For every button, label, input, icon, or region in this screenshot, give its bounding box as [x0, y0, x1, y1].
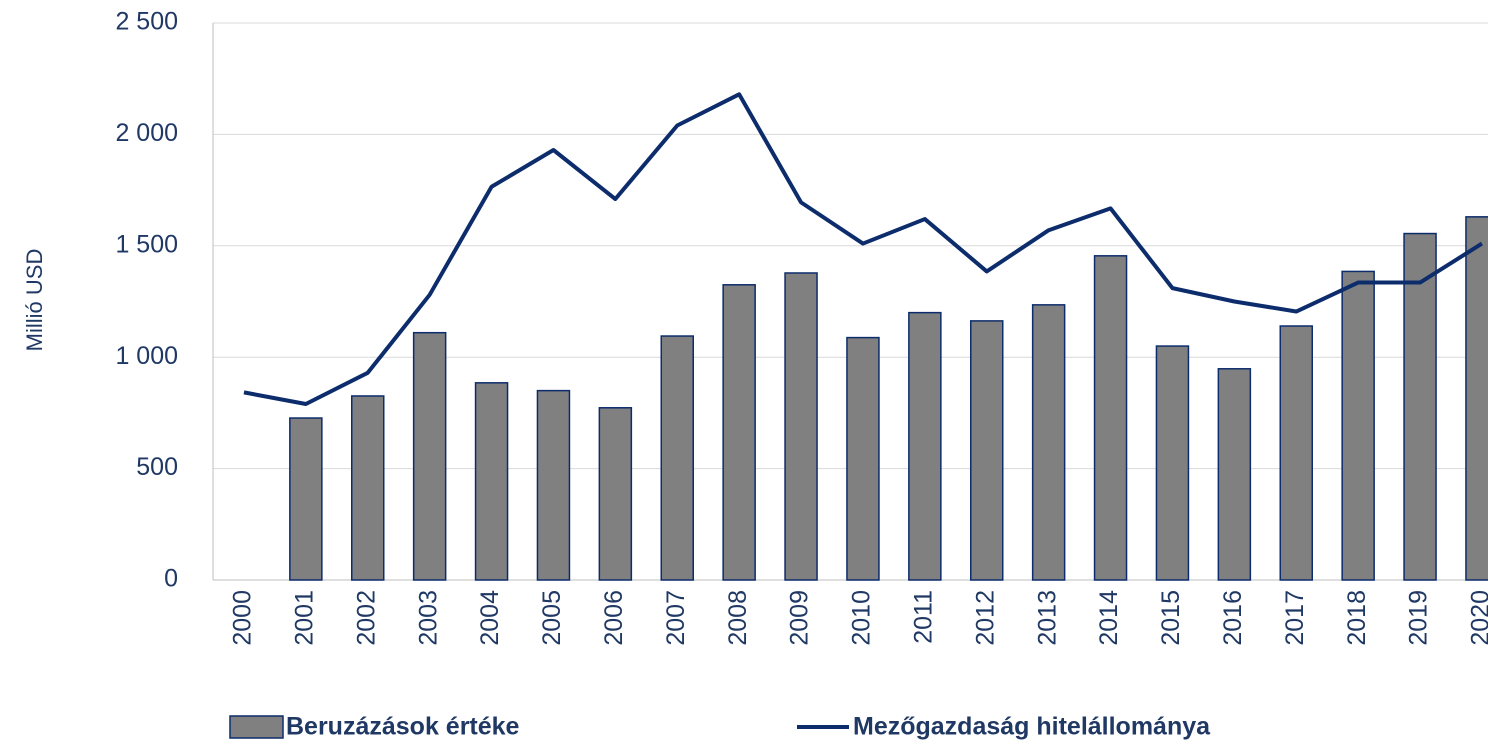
bar: [1217, 368, 1252, 581]
legend-label: Mezőgazdaság hitelállománya: [853, 713, 1211, 741]
x-tick-label: 2020: [1467, 590, 1488, 646]
bar: [1279, 325, 1313, 581]
bar: [970, 320, 1004, 581]
x-tick-label: 2017: [1281, 590, 1309, 646]
bar: [1341, 270, 1375, 581]
x-tick-label: 2015: [1157, 590, 1185, 646]
bar: [722, 284, 756, 581]
x-tick-label: 2006: [600, 590, 628, 646]
bar: [598, 407, 633, 581]
bar: [289, 417, 323, 581]
bar: [1093, 255, 1128, 581]
y-tick-label: 2 000: [115, 119, 178, 147]
x-tick-label: 2000: [229, 590, 257, 646]
x-tick-label: 2001: [290, 590, 318, 646]
x-tick-label: 2016: [1219, 590, 1247, 646]
bar: [1031, 304, 1066, 581]
bar: [474, 382, 509, 581]
bar: [412, 331, 447, 581]
x-tick-label: 2014: [1095, 590, 1123, 646]
x-tick-label: 2002: [352, 590, 380, 646]
x-tick-label: 2013: [1033, 590, 1061, 646]
y-axis-label: Millió USD: [22, 249, 47, 352]
x-tick-label: 2005: [538, 590, 566, 646]
y-tick-label: 1 500: [115, 230, 178, 258]
y-tick-label: 2 500: [115, 8, 178, 36]
bar: [1155, 345, 1190, 581]
legend-swatch: [229, 715, 284, 739]
x-tick-label: 2019: [1405, 590, 1433, 646]
bar: [351, 395, 385, 581]
x-tick-label: 2018: [1343, 590, 1371, 646]
x-tick-label: 2010: [848, 590, 876, 646]
x-tick-label: 2012: [971, 590, 999, 646]
bar: [846, 336, 880, 581]
bar: [536, 389, 571, 581]
x-tick-label: 2007: [662, 590, 690, 646]
bar: [784, 272, 818, 581]
bar: [1465, 216, 1488, 581]
bar: [908, 311, 942, 581]
bar: [1403, 232, 1437, 581]
bar: [660, 335, 694, 581]
x-tick-label: 2003: [414, 590, 442, 646]
y-tick-label: 500: [136, 453, 178, 481]
y-tick-label: 0: [164, 565, 178, 593]
x-tick-label: 2008: [724, 590, 752, 646]
line: [243, 92, 1484, 406]
y-tick-label: 1 000: [115, 342, 178, 370]
x-tick-label: 2011: [909, 590, 937, 644]
legend-label: Beruzázások értéke: [286, 713, 520, 741]
x-tick-label: 2004: [476, 590, 504, 646]
x-tick-label: 2009: [786, 590, 814, 646]
